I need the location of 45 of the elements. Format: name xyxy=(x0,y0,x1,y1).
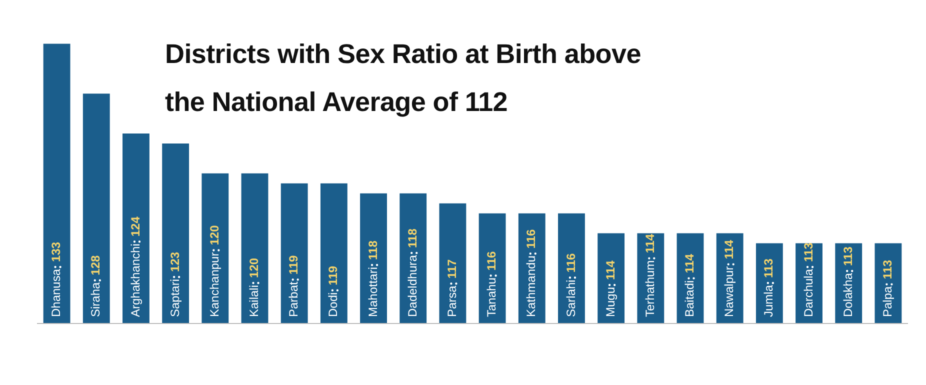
x-tick-label: Dhanusa xyxy=(49,268,64,317)
data-label: 120 xyxy=(207,224,222,246)
x-tick-label: Dadeldhura xyxy=(405,254,420,317)
data-label: 114 xyxy=(722,240,736,260)
x-tick-label: Siraha xyxy=(88,282,103,317)
data-label: 113 xyxy=(840,246,855,266)
data-label: 120 xyxy=(247,258,262,278)
x-tick-label: Parsa xyxy=(445,285,460,317)
x-tick-label: Saptari xyxy=(168,278,182,317)
data-label: 124 xyxy=(128,216,142,237)
data-label: 117 xyxy=(445,258,460,279)
data-label: 116 xyxy=(484,250,499,271)
data-label: 128 xyxy=(88,254,103,276)
x-tick-label: Kathmandu xyxy=(524,256,538,317)
x-tick-label: Baitadi xyxy=(682,280,697,317)
x-tick-label: Parbat xyxy=(286,280,301,317)
x-tick-label: Darchula xyxy=(801,268,816,317)
data-label: 113 xyxy=(762,258,776,278)
text: Districts with Sex Ratio at Birth above the National Average of 112 xyxy=(165,38,642,119)
x-tick-label: Terhathum xyxy=(642,260,657,317)
x-tick-label: Palpa xyxy=(880,286,895,317)
data-label: 114 xyxy=(682,254,697,274)
x-tick-label: Tanahu xyxy=(484,278,499,317)
data-label: 113 xyxy=(801,242,816,262)
data-label: 119 xyxy=(326,266,340,286)
data-label: 113 xyxy=(880,260,895,280)
x-tick-label: Mugu xyxy=(603,286,618,317)
data-label: 114 xyxy=(603,260,618,280)
data-label: 118 xyxy=(405,228,420,248)
x-tick-label: Sarlahi xyxy=(564,280,578,317)
x-tick-label: Nawalpur xyxy=(722,266,736,317)
x-tick-label: Dodi xyxy=(326,292,340,317)
x-tick-label: Kanchanpur xyxy=(207,252,222,317)
x-tick-label: Arghakhanchi xyxy=(128,244,142,317)
data-label: 114 xyxy=(642,234,657,254)
x-tick-label: Jumla xyxy=(762,284,776,317)
data-label: 123 xyxy=(168,252,182,272)
x-tick-label: Kailali xyxy=(247,284,262,317)
x-tick-label: Mahottari xyxy=(366,266,380,317)
data-label: 116 xyxy=(524,228,538,249)
data-label: 119 xyxy=(286,254,301,275)
data-label: 116 xyxy=(564,252,578,273)
data-label: 118 xyxy=(366,240,380,260)
x-tick-label: Dolakha xyxy=(840,272,855,317)
data-label: 133 xyxy=(49,242,64,262)
